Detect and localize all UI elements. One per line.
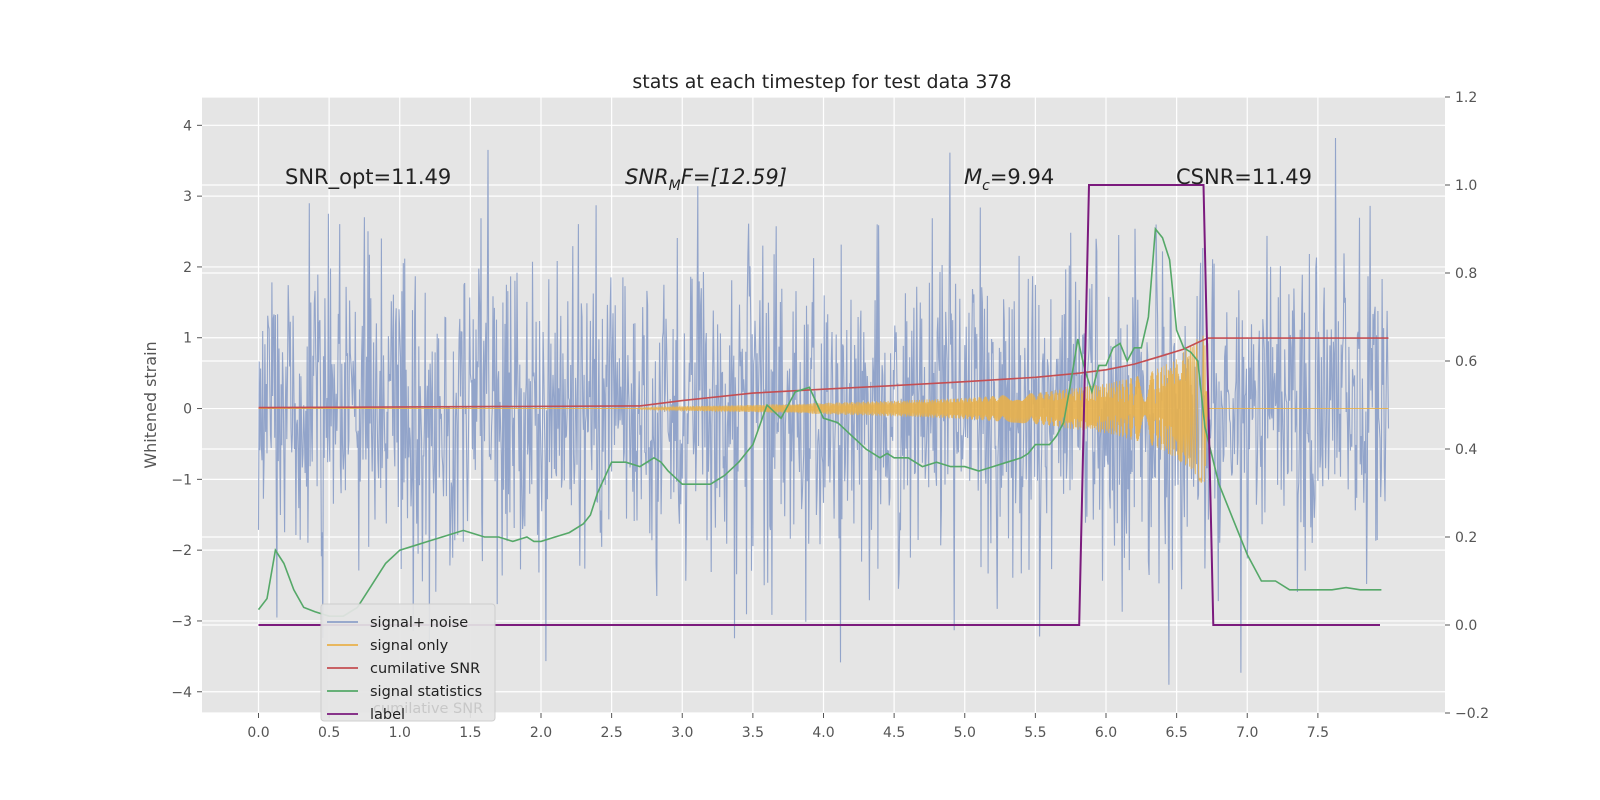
y-tick-label: −3 bbox=[171, 614, 192, 630]
x-tick-label: 6.5 bbox=[1165, 725, 1187, 741]
annotation-csnr: CSNR=11.49 bbox=[1176, 165, 1312, 189]
legend-signal-only-text: signal only bbox=[370, 638, 449, 654]
y2-tick-label: 1.2 bbox=[1455, 90, 1477, 106]
x-tick-label: 5.0 bbox=[954, 725, 976, 741]
y2-tick-label: 1.0 bbox=[1455, 178, 1477, 194]
x-tick-label: 5.5 bbox=[1024, 725, 1046, 741]
y2-tick-label: −0.2 bbox=[1455, 706, 1489, 722]
y-tick-label: 1 bbox=[183, 331, 192, 347]
legend-signal-statistics-text: signal statistics bbox=[370, 684, 482, 700]
y-tick-label: 4 bbox=[183, 118, 192, 134]
y-axis-label: Whitened strain bbox=[141, 341, 160, 468]
x-tick-label: 2.0 bbox=[530, 725, 552, 741]
signal-statistics-line bbox=[257, 226, 1382, 618]
y-tick-label: 0 bbox=[183, 402, 192, 418]
x-tick-label: 0.0 bbox=[247, 725, 269, 741]
signal-only-line bbox=[258, 335, 1389, 484]
y2-tick-label: 0.2 bbox=[1455, 530, 1477, 546]
y2-tick-label: 0.6 bbox=[1455, 354, 1477, 370]
x-tick-label: 6.0 bbox=[1095, 725, 1117, 741]
signal-noise-series bbox=[257, 137, 1390, 685]
x-tick-label: 4.0 bbox=[812, 725, 834, 741]
legend: cumilative SNR signal+ noise signal only c… bbox=[320, 603, 496, 723]
annotation-snr-mf: SNRMF=[12.59] bbox=[625, 165, 787, 194]
ticks: 0.0 0.5 1.0 1.5 2.0 2.5 3.0 3.5 4.0 4.5 5.0 5.5 6.0 6… bbox=[171, 90, 1489, 741]
legend-box bbox=[320, 603, 496, 722]
chart-title: stats at each timestep for test data 378 bbox=[632, 71, 1011, 93]
x-tick-label: 0.5 bbox=[318, 725, 340, 741]
y2-tick-label: 0.4 bbox=[1455, 442, 1477, 458]
signal-noise-line bbox=[257, 137, 1390, 685]
x-tick-label: 7.5 bbox=[1307, 725, 1329, 741]
legend-cumulative-snr-text: cumilative SNR bbox=[370, 661, 480, 677]
x-tick-label: 4.5 bbox=[883, 725, 905, 741]
x-tick-label: 3.5 bbox=[742, 725, 764, 741]
annotation-mc: Mc=9.94 bbox=[964, 165, 1054, 194]
legend-ghost-text: cumilative SNR bbox=[373, 701, 483, 717]
x-tick-label: 2.5 bbox=[600, 725, 622, 741]
x-tick-label: 7.0 bbox=[1236, 725, 1258, 741]
y-tick-label: −1 bbox=[171, 472, 192, 488]
x-tick-label: 1.5 bbox=[459, 725, 481, 741]
y-tick-label: 2 bbox=[183, 260, 192, 276]
cumulative-snr-line bbox=[258, 337, 1389, 409]
y-tick-label: −2 bbox=[171, 543, 192, 559]
y-tick-label: 3 bbox=[183, 189, 192, 205]
y2-tick-label: 0.8 bbox=[1455, 266, 1477, 282]
x-tick-label: 1.0 bbox=[389, 725, 411, 741]
x-tick-label: 3.0 bbox=[671, 725, 693, 741]
line-series bbox=[257, 184, 1389, 626]
legend-signal-noise-text: signal+ noise bbox=[370, 615, 468, 631]
annotation-snr-opt: SNR_opt=11.49 bbox=[285, 165, 451, 190]
y-tick-label: −4 bbox=[171, 685, 192, 701]
legend-label-text: label bbox=[370, 707, 405, 723]
signal-only-series bbox=[258, 335, 1389, 484]
y2-tick-label: 0.0 bbox=[1455, 618, 1477, 634]
label-line bbox=[258, 184, 1380, 626]
